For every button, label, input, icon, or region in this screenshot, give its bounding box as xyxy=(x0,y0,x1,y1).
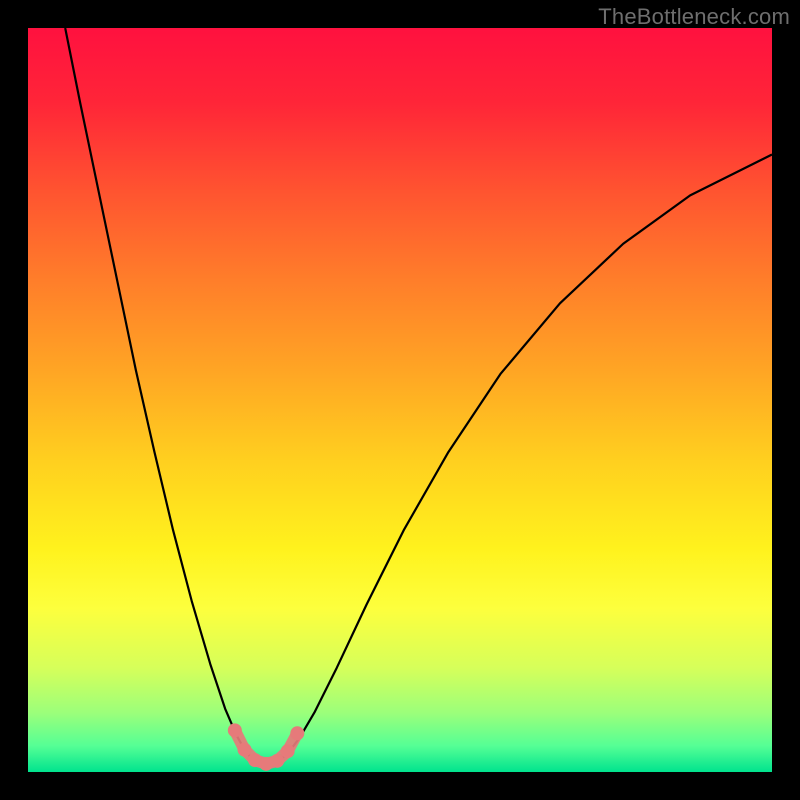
bottleneck-curve-chart xyxy=(0,0,800,800)
plot-background xyxy=(28,28,772,772)
fit-marker xyxy=(228,723,242,737)
chart-canvas: TheBottleneck.com xyxy=(0,0,800,800)
fit-marker xyxy=(281,744,295,758)
fit-marker xyxy=(290,726,304,740)
watermark-text: TheBottleneck.com xyxy=(598,4,790,30)
fit-marker xyxy=(270,754,284,768)
fit-marker xyxy=(238,743,252,757)
